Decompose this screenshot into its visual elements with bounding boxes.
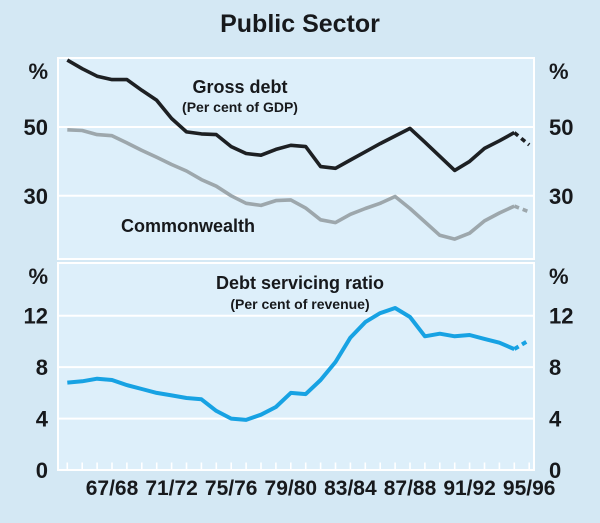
chart-title: Public Sector <box>220 10 380 38</box>
y-axis-label-left: 50 <box>24 115 48 140</box>
commonwealth-line-forecast <box>513 204 530 214</box>
debt-servicing-ratio-line <box>67 306 516 422</box>
y-axis-label-right: 30 <box>549 184 573 209</box>
series-label-commonwealth: Commonwealth <box>120 216 255 236</box>
x-axis-label: 87/88 <box>384 477 437 500</box>
series-sublabel-debt-servicing-ratio: (Per cent of revenue) <box>230 296 370 312</box>
gross-debt-line <box>66 58 516 173</box>
y-axis-label-left: 8 <box>36 355 48 380</box>
x-axis-label: 95/96 <box>503 477 556 500</box>
y-axis-label-left: 30 <box>24 184 48 209</box>
y-axis-unit-label-left: % <box>28 264 48 289</box>
y-axis-label-right: 50 <box>549 115 573 140</box>
x-axis-label: 91/92 <box>443 477 496 500</box>
y-axis-label-left: 12 <box>24 304 48 329</box>
x-axis-label: 83/84 <box>324 477 377 500</box>
y-axis-unit-label-right: % <box>549 59 569 84</box>
debt-servicing-ratio-line-forecast <box>513 338 531 351</box>
x-axis-label: 71/72 <box>145 477 198 500</box>
series-sublabel-gross-debt: (Per cent of GDP) <box>182 99 298 115</box>
x-axis-label: 79/80 <box>265 477 318 500</box>
y-axis-label-right: 8 <box>549 355 561 380</box>
y-axis-label-left: 4 <box>36 407 49 432</box>
panel-background-top <box>57 57 535 260</box>
y-axis-label-left: 0 <box>36 458 48 483</box>
commonwealth-line <box>67 128 516 241</box>
y-axis-unit-label-left: % <box>28 59 48 84</box>
y-axis-label-right: 0 <box>549 458 561 483</box>
series-label-debt-servicing-ratio: Debt servicing ratio <box>215 273 385 293</box>
x-axis-label: 67/68 <box>86 477 139 500</box>
x-axis-label: 75/76 <box>205 477 258 500</box>
gross-debt-line-forecast <box>513 131 531 147</box>
y-axis-label-right: 4 <box>549 407 562 432</box>
series-label-gross-debt: Gross debt <box>192 77 288 97</box>
y-axis-label-right: 12 <box>549 304 573 329</box>
y-axis-unit-label-right: % <box>549 264 569 289</box>
